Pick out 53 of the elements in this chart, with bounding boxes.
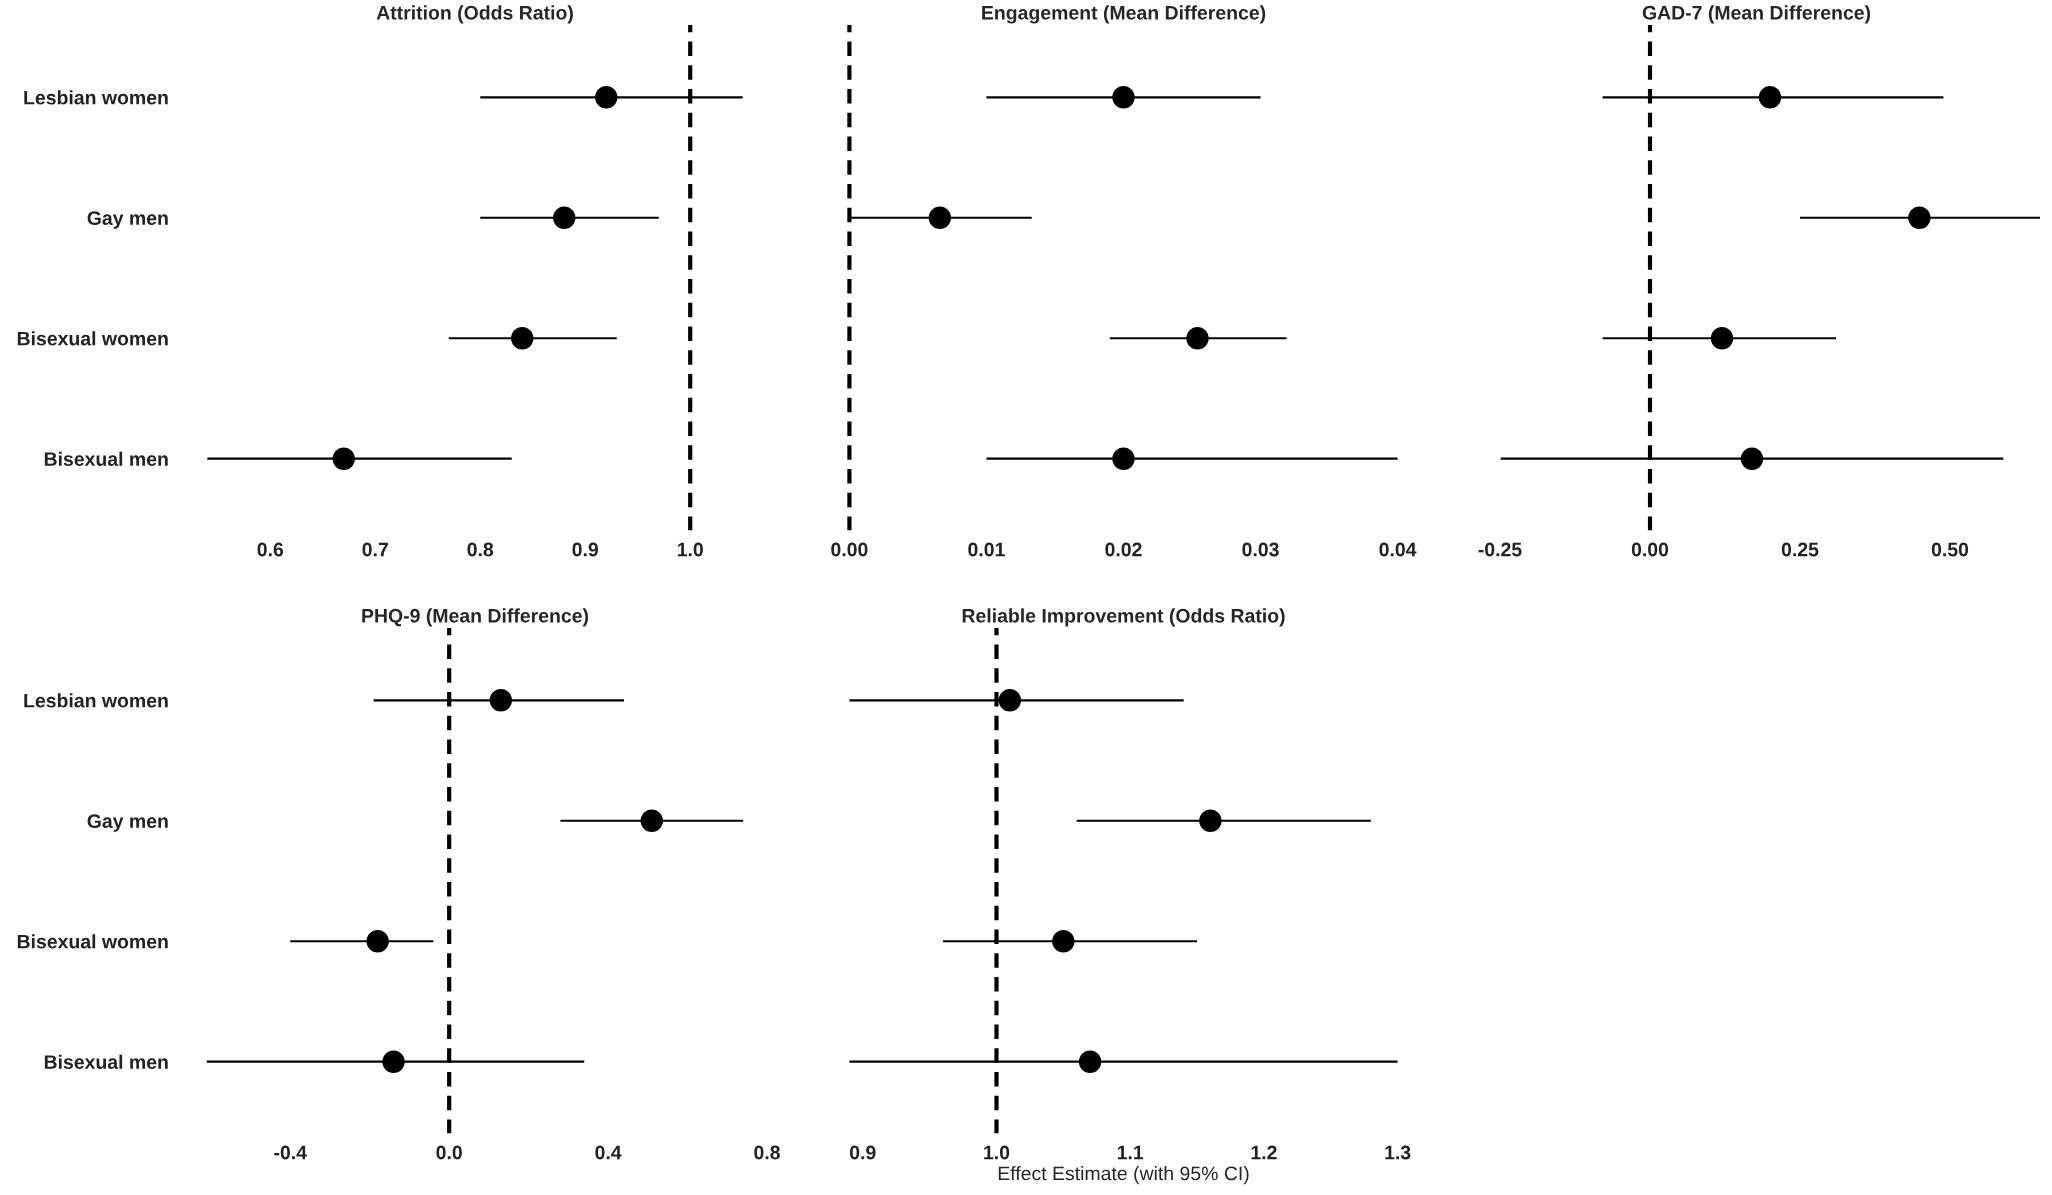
point: [1908, 206, 1931, 229]
x-tick-label: 0.02: [1105, 542, 1142, 557]
y-tick-label: Gay men: [87, 814, 168, 832]
x-tick-label: 0.03: [1242, 542, 1279, 557]
x-tick-label: -0.4: [274, 1145, 307, 1160]
point: [1710, 327, 1734, 350]
x-tick-label: 0.8: [467, 542, 494, 557]
point: [366, 930, 389, 953]
point: [382, 1050, 405, 1073]
x-tick-label: 1.0: [677, 542, 703, 557]
x-tick-label: 1.3: [1385, 1145, 1411, 1160]
chart-title: PHQ-9 (Mean Difference): [362, 608, 589, 627]
x-tick-label: 0.25: [1781, 542, 1819, 557]
point: [1758, 86, 1782, 109]
x-tick-label: 0.00: [1631, 542, 1669, 557]
x-tick-label: 0.9: [572, 542, 599, 557]
chart-title: Reliable Improvement (Odds Ratio): [962, 608, 1285, 627]
x-axis-title: Effect Estimate (with 95% CI): [998, 1166, 1249, 1185]
x-tick-label: 0.9: [850, 1145, 876, 1160]
y-tick-label: Bisexual men: [44, 1054, 168, 1069]
chart-title: Engagement (Mean Difference): [982, 5, 1266, 24]
x-tick-label: 0.6: [257, 542, 284, 557]
point: [553, 206, 576, 229]
y-tick-label: Gay men: [87, 211, 168, 229]
x-tick-label: 0.7: [362, 542, 388, 557]
point: [1740, 447, 1764, 470]
point: [332, 447, 355, 470]
y-tick-label: Lesbian women: [24, 90, 168, 105]
point: [595, 86, 618, 109]
x-tick-label: 1.0: [984, 1145, 1010, 1160]
x-tick-label: 0.01: [968, 542, 1005, 557]
x-tick-label: 1.2: [1251, 1145, 1277, 1160]
y-tick-label: Bisexual men: [44, 451, 168, 466]
chart-title: GAD-7 (Mean Difference): [1642, 5, 1871, 24]
point: [640, 809, 663, 832]
point: [489, 689, 513, 712]
point: [1199, 809, 1222, 832]
x-tick-label: 0.8: [754, 1145, 780, 1160]
point: [1052, 930, 1075, 953]
point: [1078, 1050, 1102, 1073]
y-tick-label: Bisexual women: [17, 934, 168, 949]
x-tick-label: 0.0: [436, 1145, 462, 1160]
y-tick-label: Lesbian women: [24, 693, 168, 708]
x-tick-label: 1.1: [1117, 1145, 1144, 1160]
x-tick-label: 0.50: [1931, 542, 1969, 557]
x-tick-label: 0.4: [595, 1145, 622, 1160]
y-tick-label: Bisexual women: [17, 331, 168, 346]
point: [998, 689, 1022, 712]
point: [511, 327, 534, 350]
x-tick-label: -0.25: [1478, 542, 1522, 557]
chart-title: Attrition (Odds Ratio): [376, 5, 573, 24]
x-tick-label: 0.00: [831, 542, 868, 557]
x-tick-label: 0.04: [1379, 542, 1417, 557]
